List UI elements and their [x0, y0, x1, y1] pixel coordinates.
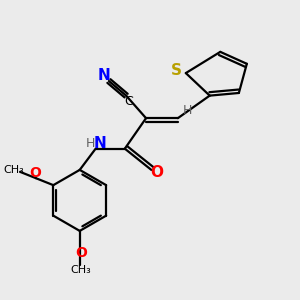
Text: H: H — [86, 137, 96, 150]
Text: N: N — [97, 68, 110, 83]
Text: N: N — [94, 136, 107, 152]
Text: O: O — [151, 165, 164, 180]
Text: H: H — [182, 104, 192, 117]
Text: S: S — [171, 63, 182, 78]
Text: CH₃: CH₃ — [71, 265, 92, 275]
Text: O: O — [29, 167, 41, 181]
Text: O: O — [75, 246, 87, 260]
Text: CH₃: CH₃ — [4, 165, 25, 175]
Text: C: C — [124, 95, 133, 108]
